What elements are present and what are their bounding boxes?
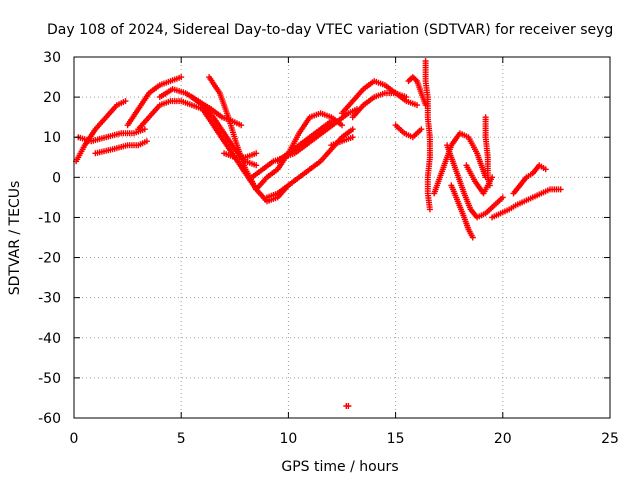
- y-tick-label: -10: [38, 210, 61, 226]
- x-tick-label: 25: [601, 431, 619, 447]
- series-track-26: [489, 186, 564, 221]
- data-point: [426, 206, 433, 213]
- data-point: [143, 138, 150, 145]
- series-track-8: [206, 74, 292, 205]
- data-point: [414, 102, 420, 109]
- data-point: [339, 122, 345, 129]
- series-track-28: [343, 403, 352, 409]
- series-track-24: [463, 162, 496, 197]
- y-tick-label: 10: [43, 130, 61, 146]
- series-track-20: [422, 58, 433, 213]
- series-track-14: [274, 118, 335, 165]
- series-track-17: [328, 134, 356, 149]
- series-track-18: [392, 122, 425, 141]
- data-point: [178, 74, 185, 81]
- y-tick-label: 0: [52, 170, 61, 186]
- x-tick-label: 15: [387, 431, 405, 447]
- y-tick-labels: -60 -50 -40 -30 -20 -10 0 10 20 30: [38, 50, 61, 427]
- data-point: [253, 150, 260, 157]
- data-point: [403, 94, 410, 101]
- series-track-22: [444, 142, 506, 221]
- data-point: [122, 98, 129, 105]
- x-tick-labels: 0 5 10 15 20 25: [70, 431, 619, 447]
- series-track-27: [510, 162, 549, 197]
- data-point: [557, 186, 564, 193]
- y-tick-label: 30: [43, 50, 61, 66]
- axis-ticks: [73, 56, 611, 419]
- x-tick-label: 10: [279, 431, 297, 447]
- series-track-12: [253, 110, 345, 193]
- x-tick-label: 5: [177, 431, 186, 447]
- series-track-16: [349, 90, 410, 121]
- series-track-3: [92, 138, 150, 157]
- data-point: [141, 126, 148, 133]
- series-track-1: [73, 98, 129, 165]
- series-track-5: [135, 98, 206, 133]
- data-point: [238, 122, 245, 129]
- y-tick-label: -30: [38, 291, 61, 307]
- x-axis-label: GPS time / hours: [281, 459, 398, 475]
- y-axis-label: SDTVAR / TECUs: [7, 181, 23, 296]
- data-point: [328, 118, 335, 125]
- data-point: [542, 166, 549, 173]
- data-point: [499, 194, 506, 201]
- y-tick-label: -60: [38, 411, 61, 427]
- y-tick-label: 20: [43, 90, 61, 106]
- data-point: [486, 182, 493, 189]
- data-point: [418, 126, 425, 133]
- chart-title: Day 108 of 2024, Sidereal Day-to-day VTE…: [47, 22, 613, 38]
- data-points: [73, 58, 564, 409]
- series-track-25: [482, 114, 493, 189]
- plot-frame: [73, 56, 611, 419]
- x-tick-label: 20: [494, 431, 512, 447]
- data-point: [349, 134, 356, 141]
- series-track-10: [221, 150, 260, 161]
- data-point: [469, 234, 476, 241]
- y-tick-label: -40: [38, 331, 61, 347]
- y-tick-label: -50: [38, 371, 61, 387]
- data-point: [253, 162, 260, 169]
- data-point: [349, 126, 356, 133]
- series-track-4: [124, 74, 185, 129]
- x-tick-label: 0: [70, 431, 79, 447]
- series-track-23: [448, 182, 476, 241]
- data-point: [345, 403, 352, 409]
- y-tick-label: -20: [38, 251, 61, 267]
